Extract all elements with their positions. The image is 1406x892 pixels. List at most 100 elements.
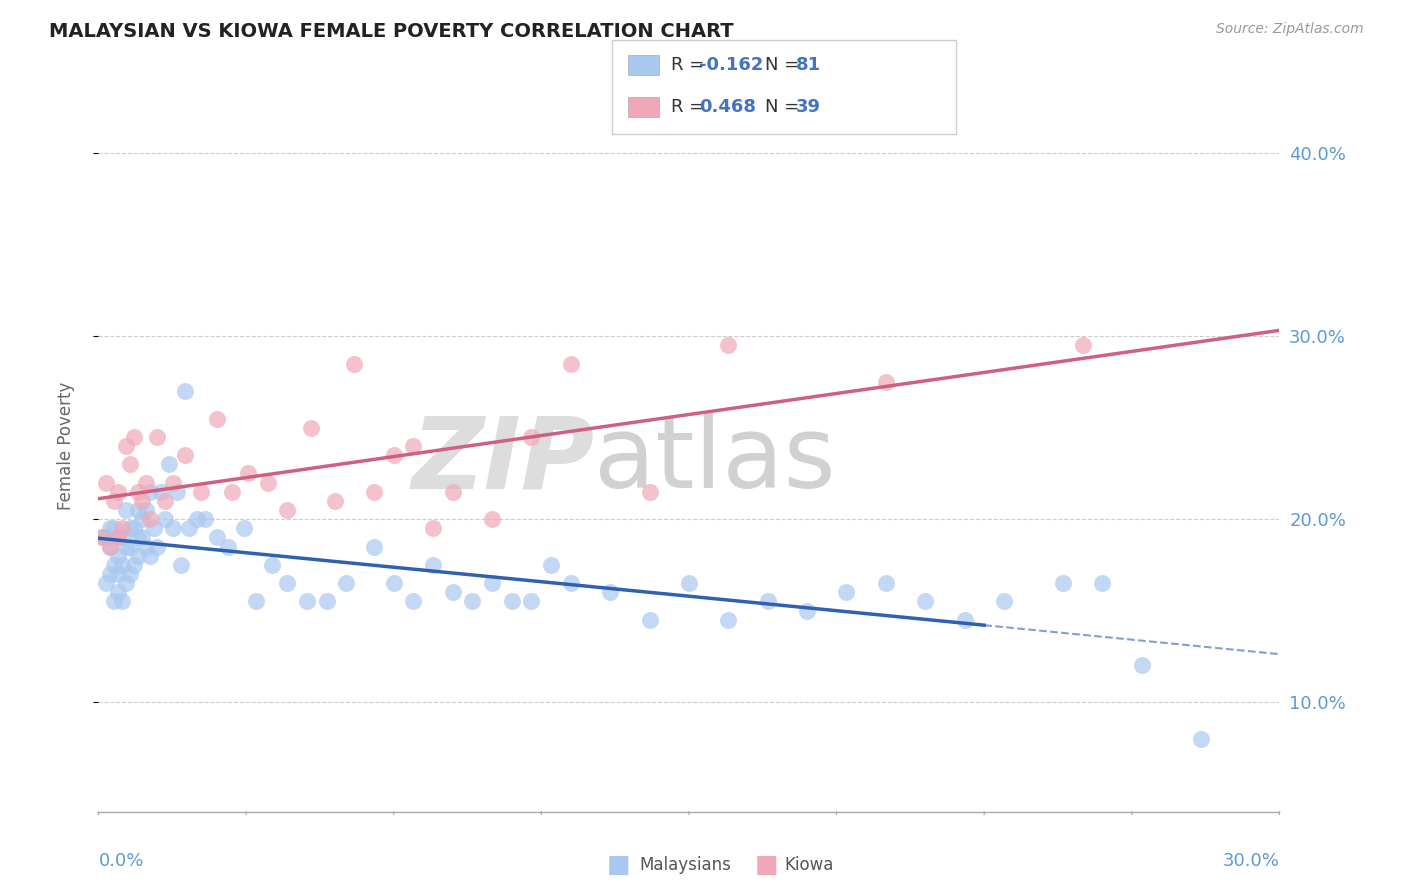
Point — [131, 530, 153, 544]
Text: 81: 81 — [796, 56, 821, 74]
Text: 0.0%: 0.0% — [98, 852, 143, 870]
Point — [135, 503, 157, 517]
Point — [107, 530, 129, 544]
Point — [157, 457, 180, 471]
Point — [170, 558, 193, 572]
Text: 39: 39 — [796, 98, 821, 116]
Point — [162, 521, 184, 535]
Point — [382, 448, 405, 462]
Point — [422, 558, 444, 572]
Text: ■: ■ — [607, 854, 630, 877]
Point — [402, 594, 425, 608]
Point — [174, 384, 197, 398]
Point — [118, 567, 141, 582]
Point — [111, 521, 134, 535]
Point — [115, 503, 138, 517]
Point — [422, 521, 444, 535]
Text: atlas: atlas — [595, 412, 837, 509]
Point — [115, 439, 138, 453]
Point — [118, 457, 141, 471]
Point — [875, 375, 897, 389]
Point — [91, 530, 114, 544]
Point — [98, 521, 121, 535]
Point — [599, 585, 621, 599]
Point — [127, 549, 149, 563]
Point — [103, 594, 125, 608]
Text: R =: R = — [671, 56, 710, 74]
Point — [638, 613, 661, 627]
Text: Kiowa: Kiowa — [785, 856, 834, 874]
Point — [111, 530, 134, 544]
Point — [1052, 576, 1074, 591]
Point — [166, 484, 188, 499]
Point — [103, 494, 125, 508]
Text: ZIP: ZIP — [412, 412, 595, 509]
Point — [914, 594, 936, 608]
Point — [335, 576, 357, 591]
Point — [205, 411, 228, 425]
Point — [1091, 576, 1114, 591]
Point — [363, 484, 385, 499]
Point — [1189, 731, 1212, 746]
Point — [315, 594, 337, 608]
Point — [107, 484, 129, 499]
Point — [115, 540, 138, 554]
Text: Source: ZipAtlas.com: Source: ZipAtlas.com — [1216, 22, 1364, 37]
Point — [835, 585, 858, 599]
Point — [131, 512, 153, 526]
Point — [402, 439, 425, 453]
Point — [481, 512, 503, 526]
Point — [461, 594, 484, 608]
Point — [717, 338, 740, 352]
Text: Malaysians: Malaysians — [640, 856, 731, 874]
Point — [717, 613, 740, 627]
Point — [205, 530, 228, 544]
Point — [98, 540, 121, 554]
Point — [441, 585, 464, 599]
Text: N =: N = — [765, 56, 804, 74]
Point — [138, 512, 160, 526]
Point — [127, 530, 149, 544]
Point — [146, 540, 169, 554]
Point — [142, 521, 165, 535]
Point — [295, 594, 318, 608]
Point — [155, 494, 177, 508]
Point — [796, 603, 818, 617]
Point — [122, 430, 145, 444]
Point — [501, 594, 523, 608]
Text: 0.468: 0.468 — [699, 98, 756, 116]
Point — [953, 613, 976, 627]
Point — [323, 494, 346, 508]
Point — [256, 475, 278, 490]
Point — [382, 576, 405, 591]
Point — [678, 576, 700, 591]
Point — [135, 540, 157, 554]
Point — [135, 475, 157, 490]
Point — [107, 549, 129, 563]
Text: -0.162: -0.162 — [699, 56, 763, 74]
Point — [993, 594, 1015, 608]
Point — [560, 576, 582, 591]
Point — [756, 594, 779, 608]
Point — [363, 540, 385, 554]
Point — [1071, 338, 1094, 352]
Point — [98, 567, 121, 582]
Point — [91, 530, 114, 544]
Point — [194, 512, 217, 526]
Point — [103, 558, 125, 572]
Point — [138, 484, 160, 499]
Point — [190, 484, 212, 499]
Point — [186, 512, 208, 526]
Point — [103, 521, 125, 535]
Point — [162, 475, 184, 490]
Text: R =: R = — [671, 98, 710, 116]
Point — [127, 503, 149, 517]
Point — [221, 484, 243, 499]
Point — [236, 467, 259, 481]
Point — [155, 512, 177, 526]
Point — [122, 521, 145, 535]
Point — [260, 558, 283, 572]
Point — [96, 576, 118, 591]
Point — [96, 475, 118, 490]
Point — [107, 567, 129, 582]
